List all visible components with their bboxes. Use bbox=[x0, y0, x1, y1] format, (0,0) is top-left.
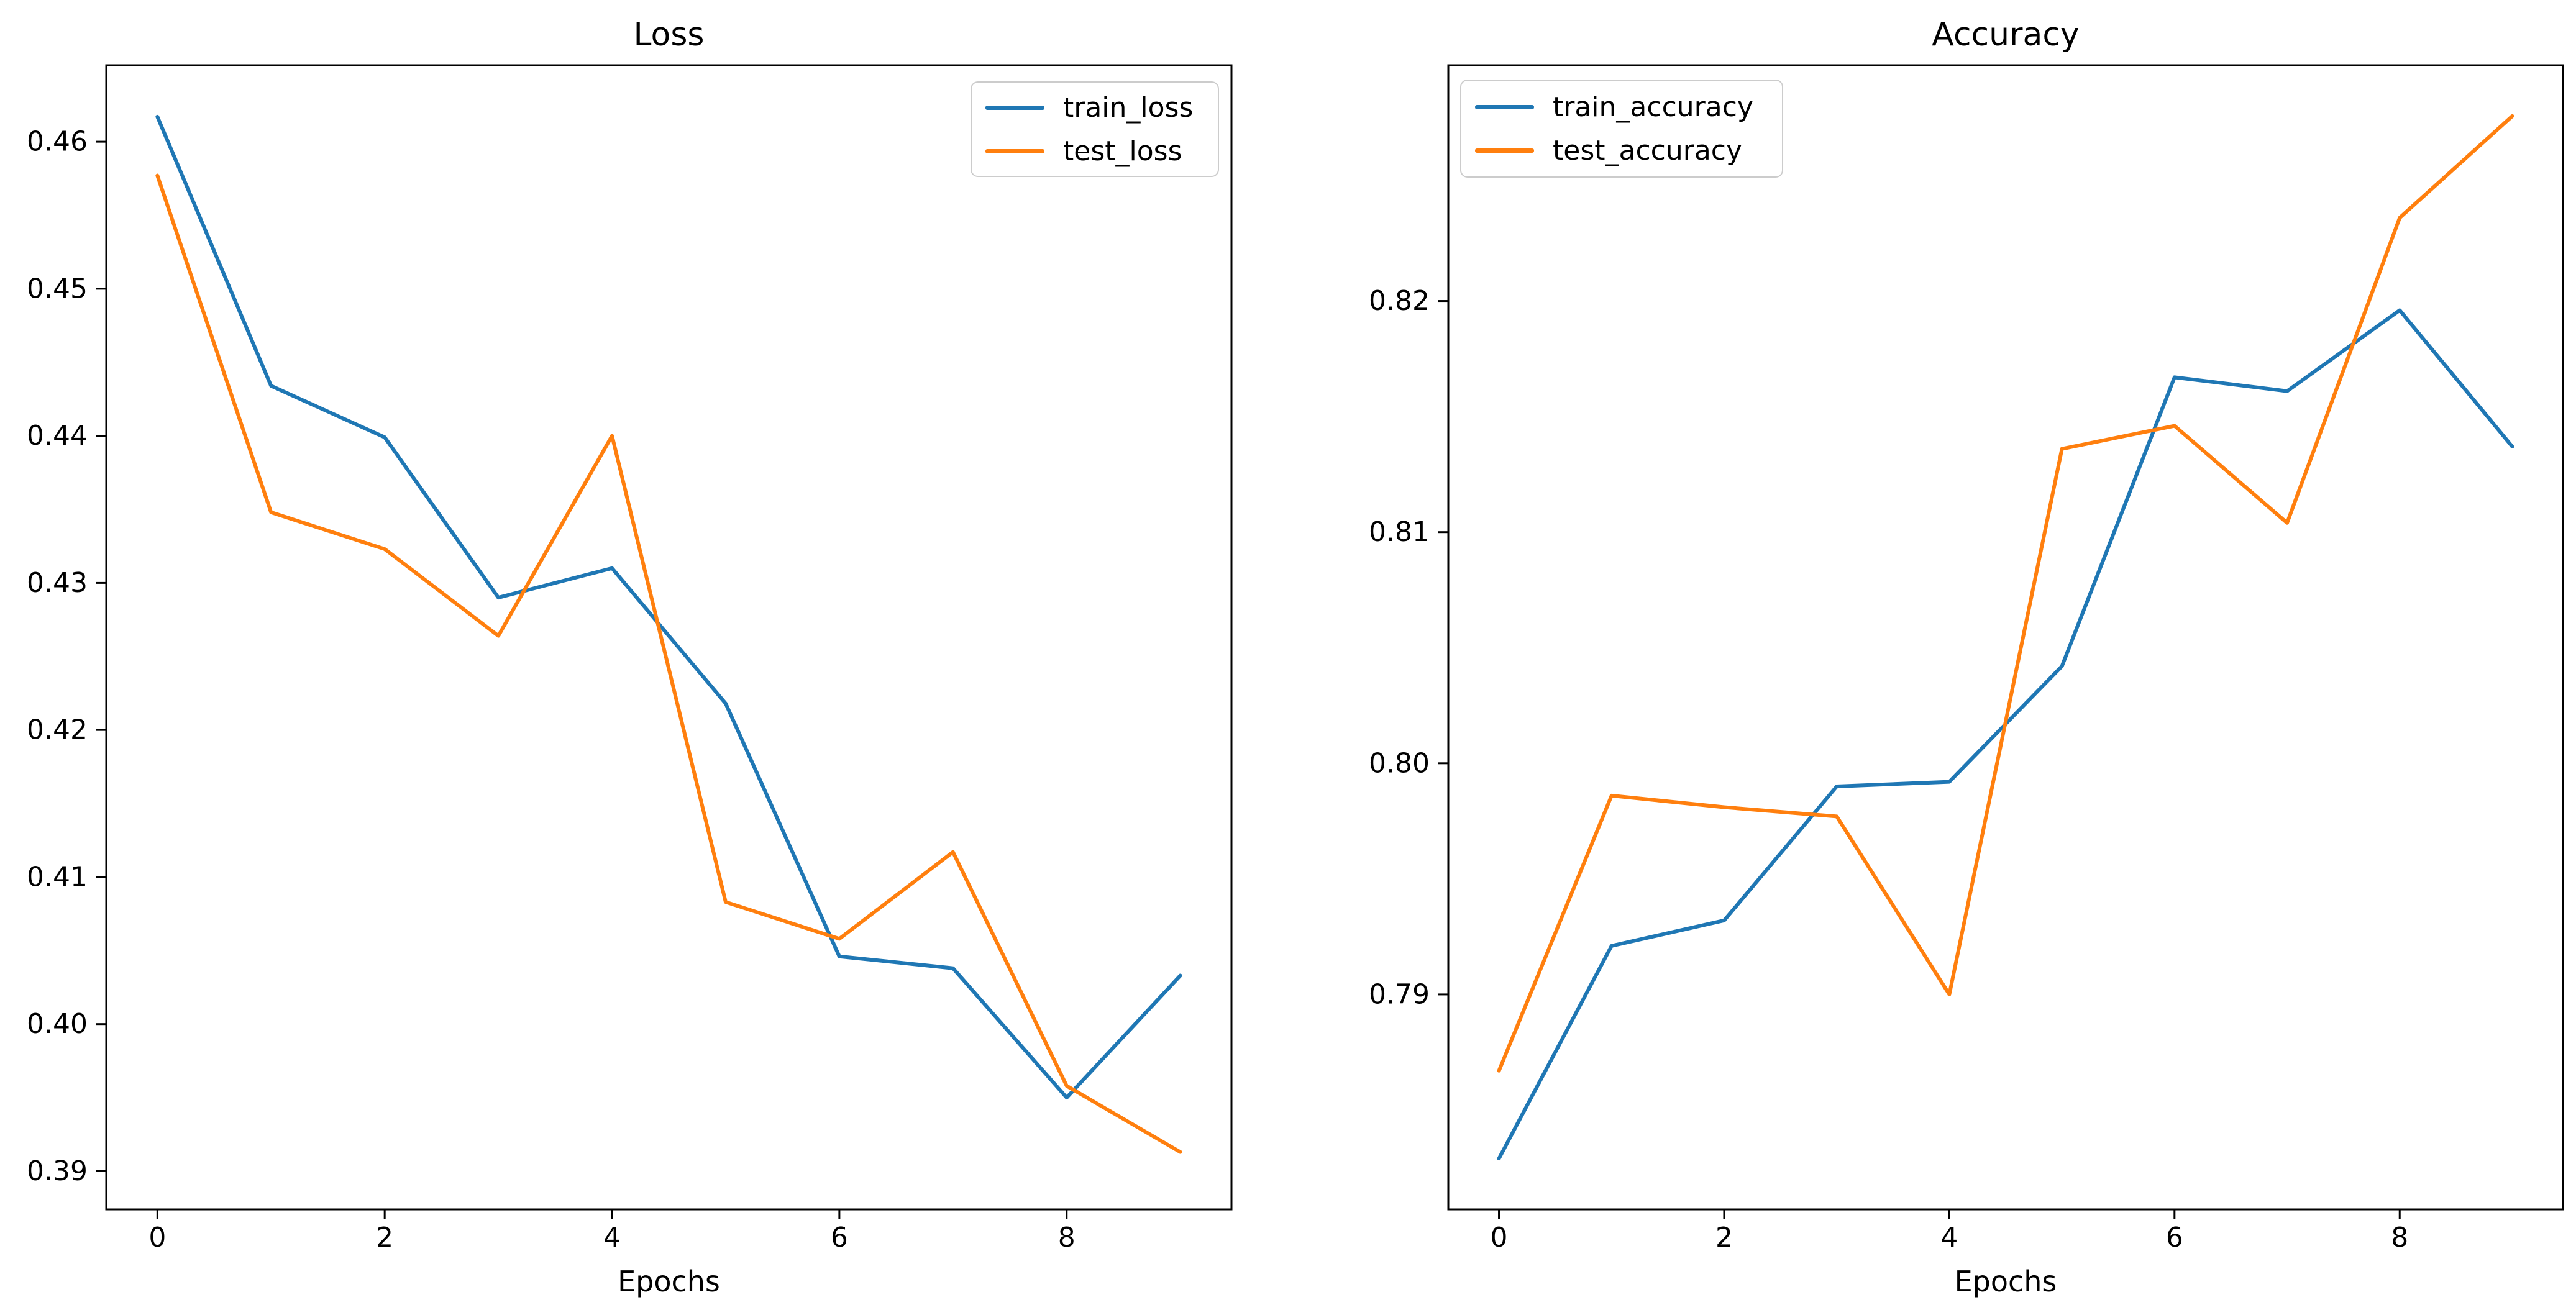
y-tick-label: 0.82 bbox=[1369, 285, 1430, 317]
series-line-train_loss bbox=[155, 114, 1182, 1100]
legend-line-swatch-orange bbox=[985, 148, 1044, 153]
legend-loss: train_loss test_loss bbox=[971, 81, 1219, 177]
legend-entry-test-accuracy: test_accuracy bbox=[1475, 135, 1768, 166]
legend-label: test_loss bbox=[1063, 135, 1182, 167]
legend-entry-test-loss: test_loss bbox=[985, 135, 1204, 167]
legend-entry-train-loss: train_loss bbox=[985, 91, 1204, 124]
series-line-train_accuracy bbox=[1497, 308, 2514, 1161]
y-tick-label: 0.45 bbox=[27, 273, 88, 304]
chart-title-accuracy: Accuracy bbox=[1932, 16, 2080, 53]
y-tick-label: 0.79 bbox=[1369, 978, 1430, 1010]
axes-spines bbox=[105, 64, 1233, 1211]
x-tick-label: 0 bbox=[148, 1222, 166, 1254]
series-line-test_accuracy bbox=[1497, 114, 2514, 1073]
chart-title-loss: Loss bbox=[633, 16, 705, 53]
series-line-test_loss bbox=[155, 173, 1182, 1154]
legend-line-swatch-blue bbox=[985, 105, 1044, 110]
y-tick-label: 0.43 bbox=[27, 567, 88, 599]
x-tick-label: 2 bbox=[376, 1222, 393, 1254]
y-tick-label: 0.46 bbox=[27, 126, 88, 158]
y-tick-label: 0.42 bbox=[27, 714, 88, 746]
x-tick-label: 8 bbox=[1058, 1222, 1076, 1254]
legend-line-swatch-orange bbox=[1475, 148, 1534, 153]
x-tick-label: 6 bbox=[2166, 1222, 2183, 1254]
legend-line-swatch-blue bbox=[1475, 104, 1534, 109]
y-tick-label: 0.40 bbox=[27, 1008, 88, 1040]
x-tick-label: 2 bbox=[1715, 1222, 1733, 1254]
legend-accuracy: train_accuracy test_accuracy bbox=[1460, 80, 1783, 178]
y-tick-label: 0.80 bbox=[1369, 747, 1430, 779]
legend-label: test_accuracy bbox=[1553, 134, 1743, 166]
x-axis-label-loss: Epochs bbox=[618, 1265, 720, 1298]
x-tick-label: 4 bbox=[603, 1222, 621, 1254]
y-tick-label: 0.39 bbox=[27, 1155, 88, 1187]
legend-entry-train-accuracy: train_accuracy bbox=[1475, 91, 1768, 123]
x-tick-label: 6 bbox=[831, 1222, 848, 1254]
y-tick-label: 0.81 bbox=[1369, 516, 1430, 548]
axes-spines bbox=[1447, 64, 2564, 1211]
y-tick-label: 0.44 bbox=[27, 420, 88, 452]
x-tick-label: 0 bbox=[1491, 1222, 1508, 1254]
legend-label: train_loss bbox=[1063, 91, 1194, 124]
legend-label: train_accuracy bbox=[1553, 91, 1753, 123]
x-axis-label-accuracy: Epochs bbox=[1954, 1265, 2057, 1298]
y-tick-label: 0.41 bbox=[27, 861, 88, 893]
x-tick-label: 4 bbox=[1940, 1222, 1958, 1254]
x-tick-label: 8 bbox=[2391, 1222, 2408, 1254]
